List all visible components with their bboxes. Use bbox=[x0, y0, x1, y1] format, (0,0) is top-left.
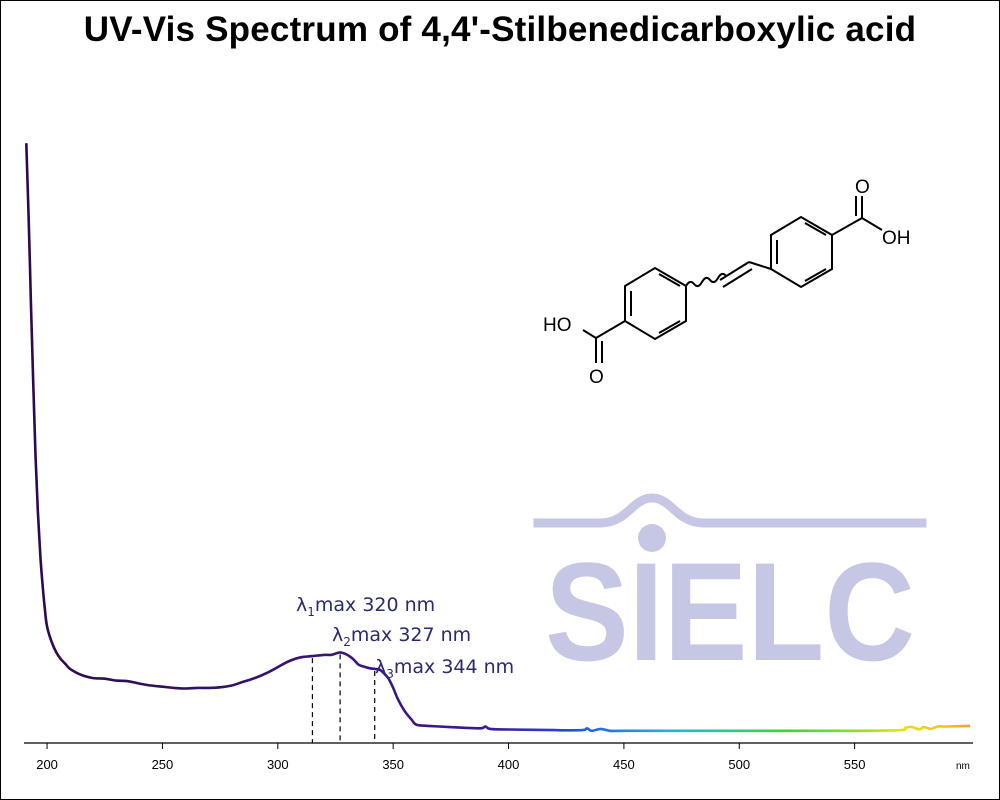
molecule-label-o-top: O bbox=[855, 177, 870, 198]
x-axis-ticks: 200 250 300 350 400 450 500 550 bbox=[36, 743, 865, 772]
x-tick-label-250: 250 bbox=[152, 757, 174, 772]
lambda-max-label-3: λ3max 344 nm bbox=[375, 656, 514, 681]
logo-swoosh bbox=[533, 493, 927, 528]
x-tick-label-400: 400 bbox=[498, 757, 520, 772]
left-benzene-ring bbox=[624, 266, 687, 341]
right-benzene-ring bbox=[770, 215, 833, 289]
logo-dot bbox=[638, 524, 666, 552]
x-axis-unit-label: nm bbox=[956, 761, 970, 772]
x-tick-label-200: 200 bbox=[36, 757, 58, 772]
x-tick-label-350: 350 bbox=[382, 757, 404, 772]
lambda-max-label-1: λ1max 320 nm bbox=[296, 594, 435, 619]
logo-text: SIELC bbox=[545, 533, 915, 690]
molecule-label-ho: HO bbox=[543, 315, 572, 336]
x-tick-label-550: 550 bbox=[844, 757, 866, 772]
chart-title: UV-Vis Spectrum of 4,4'-Stilbenedicarbox… bbox=[83, 10, 917, 49]
molecule-structure bbox=[582, 196, 883, 363]
spectrum-line bbox=[25, 143, 971, 733]
x-tick-label-450: 450 bbox=[613, 757, 635, 772]
wavy-bond bbox=[685, 272, 727, 288]
molecule-label-o-bottom: O bbox=[589, 367, 604, 388]
sielc-logo: SIELC bbox=[533, 493, 927, 690]
molecule-label-oh: OH bbox=[882, 228, 911, 249]
lambda-max-annotations: λ1max 320 nm λ2max 327 nm λ3max 344 nm bbox=[296, 594, 514, 743]
x-tick-label-300: 300 bbox=[267, 757, 289, 772]
x-tick-label-500: 500 bbox=[728, 757, 750, 772]
lambda-max-label-2: λ2max 327 nm bbox=[332, 624, 471, 649]
